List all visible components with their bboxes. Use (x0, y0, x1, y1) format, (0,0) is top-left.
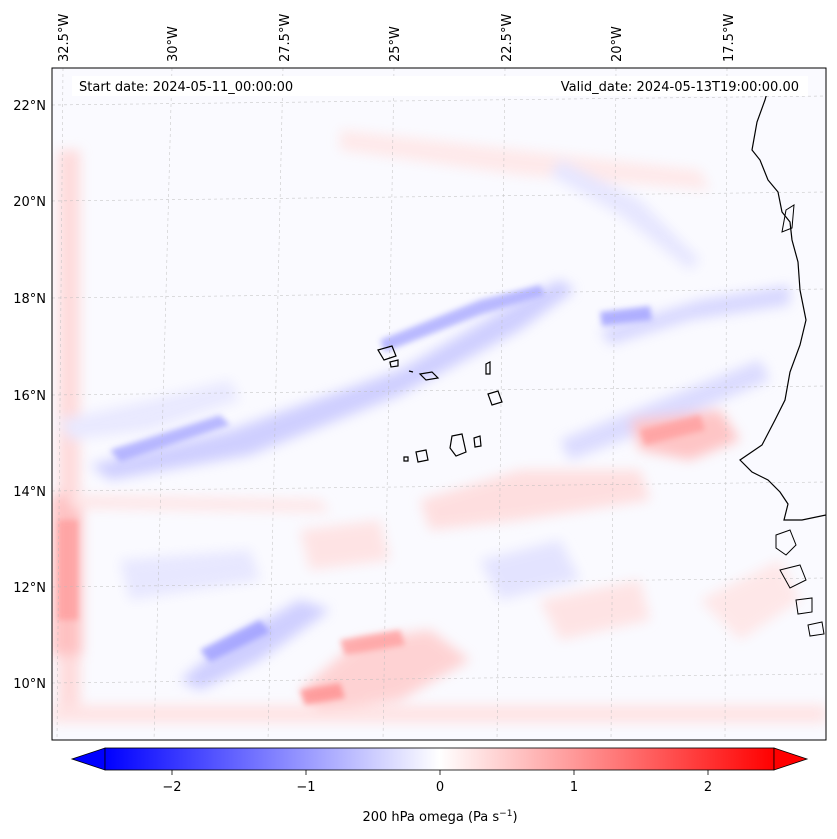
map-panel (52, 68, 826, 740)
colorbar-tick: −2 (162, 780, 181, 795)
start-date-label: Start date: 2024-05-11_00:00:00 (79, 80, 293, 95)
lon-label: 32.5°W (57, 14, 72, 62)
colorbar-tick: 0 (436, 780, 444, 795)
lon-label: 17.5°W (722, 14, 737, 62)
map-frame (51, 67, 827, 741)
graticule (52, 68, 826, 740)
header-band (72, 76, 808, 96)
lat-label: 12°N (13, 581, 46, 596)
colorbar-tick: 2 (704, 780, 712, 795)
colorbar: −2 −1 0 1 2 200 hPa omega (Pa s−1) (70, 747, 809, 825)
lon-label: 20°W (610, 26, 625, 62)
lon-label: 25°W (388, 26, 403, 62)
coast-islets (775, 204, 825, 637)
longitude-labels: 32.5°W 30°W 27.5°W 25°W 22.5°W 20°W 17.5… (57, 14, 737, 62)
colorbar-right-extension (773, 747, 809, 771)
lat-label: 10°N (13, 677, 46, 692)
cape-verde-islands (377, 345, 503, 463)
lon-label: 22.5°W (500, 14, 515, 62)
lat-label: 14°N (13, 485, 46, 500)
colorbar-tick: 1 (570, 780, 578, 795)
lat-label: 18°N (13, 292, 46, 307)
colorbar-label: 200 hPa omega (Pa s−1) (362, 809, 517, 825)
colorbar-label-sup: −1 (499, 809, 512, 819)
africa-coastline (739, 81, 826, 521)
colorbar-label-main: 200 hPa omega (Pa s (362, 810, 499, 825)
lat-label: 20°N (13, 195, 46, 210)
colorbar-left-extension (70, 747, 106, 771)
lon-label: 30°W (166, 26, 181, 62)
valid-date-label: Valid_date: 2024-05-13T19:00:00.00 (561, 80, 799, 95)
lat-label: 16°N (13, 389, 46, 404)
lon-label: 27.5°W (278, 14, 293, 62)
colorbar-tick: −1 (296, 780, 315, 795)
colorbar-gradient (104, 747, 775, 771)
colorbar-label-close: ) (512, 810, 517, 825)
omega-field (52, 130, 826, 723)
latitude-labels: 22°N 20°N 18°N 16°N 14°N 12°N 10°N (13, 99, 46, 692)
lat-label: 22°N (13, 99, 46, 114)
